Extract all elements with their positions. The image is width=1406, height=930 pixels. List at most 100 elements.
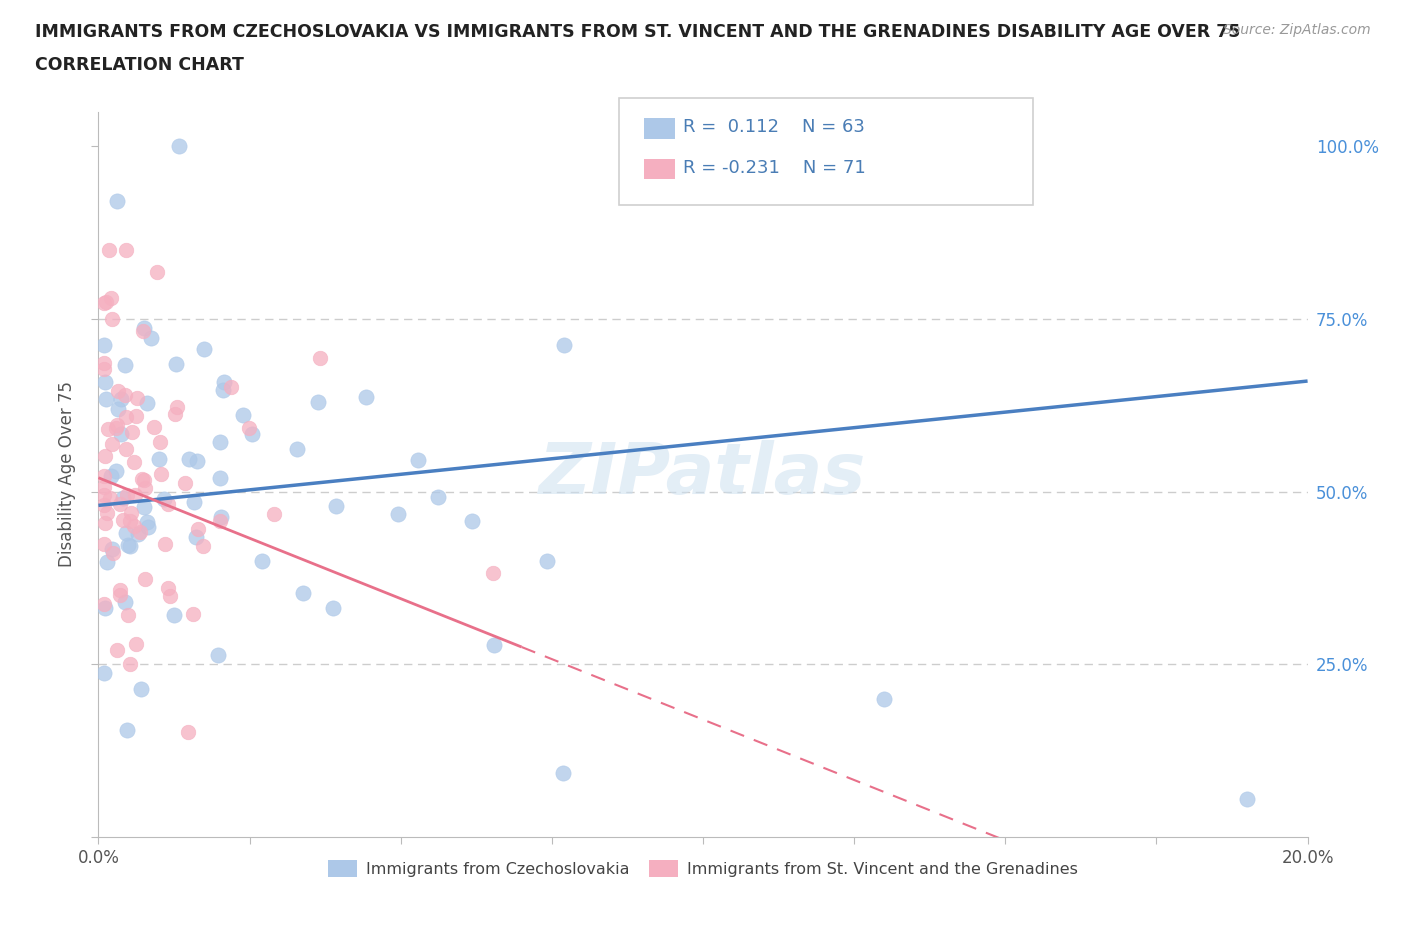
Point bbox=[460, 514, 482, 529]
Point bbox=[179, 452, 201, 467]
Point bbox=[93, 469, 115, 484]
Point bbox=[93, 666, 115, 681]
Point bbox=[108, 496, 131, 511]
Point bbox=[209, 510, 232, 525]
Point bbox=[186, 454, 208, 469]
Point bbox=[149, 434, 172, 449]
Point bbox=[117, 723, 139, 737]
Point bbox=[124, 487, 146, 502]
Point bbox=[551, 765, 574, 780]
Point bbox=[93, 596, 115, 611]
Point bbox=[93, 488, 115, 503]
Point bbox=[325, 498, 347, 513]
Point bbox=[129, 525, 152, 539]
Point bbox=[406, 453, 429, 468]
Point bbox=[93, 375, 115, 390]
Point bbox=[193, 341, 215, 356]
Point bbox=[97, 421, 120, 436]
Point bbox=[125, 409, 148, 424]
Point bbox=[135, 395, 157, 410]
Point bbox=[114, 594, 136, 609]
Point bbox=[139, 330, 162, 345]
Point bbox=[105, 194, 128, 209]
Point bbox=[124, 636, 146, 651]
Point bbox=[173, 475, 195, 490]
Point bbox=[208, 434, 231, 449]
Point bbox=[118, 657, 141, 671]
Point bbox=[93, 537, 115, 551]
Point bbox=[214, 375, 236, 390]
Point bbox=[110, 588, 132, 603]
Point bbox=[165, 357, 187, 372]
Point bbox=[148, 451, 170, 466]
Point bbox=[153, 492, 176, 507]
Point bbox=[134, 499, 156, 514]
Point bbox=[193, 538, 215, 553]
Point bbox=[93, 479, 115, 494]
Point bbox=[238, 420, 260, 435]
Point bbox=[162, 607, 184, 622]
Point bbox=[135, 515, 157, 530]
Point bbox=[143, 419, 166, 434]
Point bbox=[307, 394, 329, 409]
Point bbox=[157, 497, 180, 512]
Point bbox=[93, 498, 115, 512]
Point bbox=[117, 538, 139, 552]
Point bbox=[387, 507, 409, 522]
Point bbox=[107, 383, 129, 398]
Point bbox=[232, 407, 254, 422]
Point bbox=[118, 514, 141, 529]
Point bbox=[100, 469, 122, 484]
Point bbox=[101, 541, 124, 556]
Point bbox=[111, 513, 134, 528]
Point bbox=[96, 554, 118, 569]
Point bbox=[127, 391, 149, 405]
Point bbox=[101, 546, 124, 561]
Point bbox=[163, 406, 186, 421]
Point bbox=[153, 537, 176, 551]
Text: R =  0.112    N = 63: R = 0.112 N = 63 bbox=[683, 118, 865, 137]
Point bbox=[1236, 791, 1258, 806]
Point bbox=[211, 382, 233, 397]
Point bbox=[98, 243, 121, 258]
Point bbox=[115, 488, 138, 503]
Point bbox=[285, 441, 308, 456]
Point bbox=[121, 425, 143, 440]
Point bbox=[96, 392, 118, 406]
Point bbox=[104, 463, 127, 478]
Point bbox=[132, 323, 155, 338]
Point bbox=[100, 312, 122, 326]
Point bbox=[208, 513, 231, 528]
Point bbox=[149, 466, 172, 481]
Point bbox=[114, 358, 136, 373]
Point bbox=[93, 515, 115, 530]
Point bbox=[482, 566, 505, 581]
Point bbox=[187, 521, 209, 536]
Point bbox=[122, 519, 145, 534]
Point bbox=[98, 490, 121, 505]
Point bbox=[208, 471, 231, 485]
Point bbox=[93, 355, 115, 370]
Point bbox=[219, 379, 242, 394]
Point bbox=[127, 526, 149, 541]
Point bbox=[482, 638, 505, 653]
Point bbox=[120, 506, 142, 521]
Point bbox=[553, 338, 575, 352]
Point bbox=[110, 392, 132, 406]
Point bbox=[114, 409, 136, 424]
Point bbox=[184, 529, 207, 544]
Point bbox=[93, 338, 115, 352]
Point bbox=[129, 682, 152, 697]
Point bbox=[183, 495, 205, 510]
Point bbox=[104, 421, 127, 436]
Point bbox=[250, 554, 273, 569]
Point bbox=[110, 426, 132, 441]
Text: ZIPatlas: ZIPatlas bbox=[540, 440, 866, 509]
Point bbox=[101, 437, 124, 452]
Point bbox=[240, 427, 263, 442]
Point bbox=[114, 441, 136, 456]
Text: Source: ZipAtlas.com: Source: ZipAtlas.com bbox=[1223, 23, 1371, 37]
Point bbox=[207, 647, 229, 662]
Point bbox=[122, 455, 145, 470]
Point bbox=[105, 418, 128, 432]
